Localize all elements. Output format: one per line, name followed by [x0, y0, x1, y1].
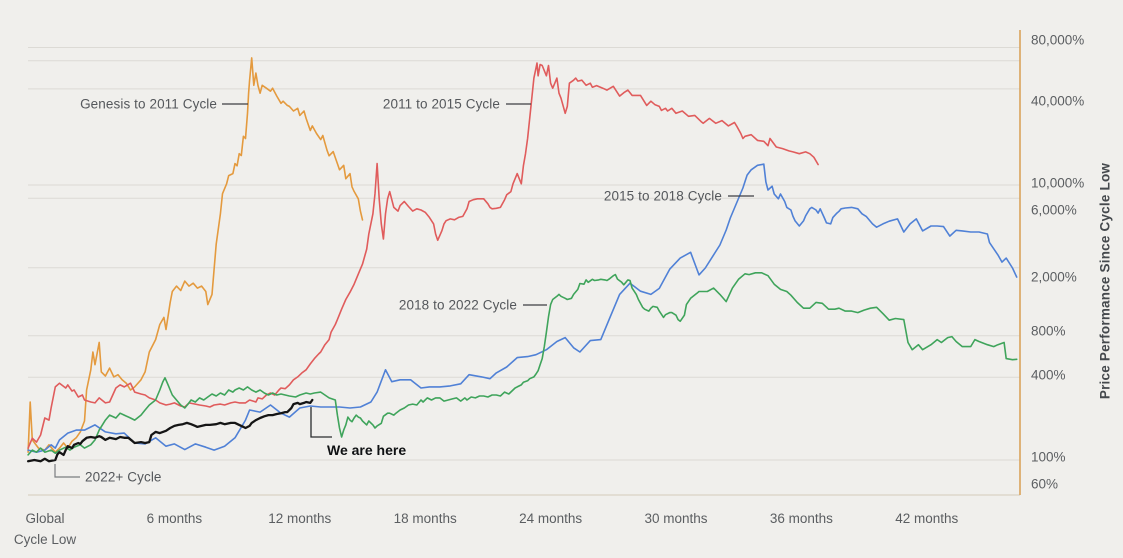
- series-line-2015-to-2018-cycle: [27, 163, 1018, 454]
- y-tick-label: 6,000%: [1031, 202, 1077, 218]
- series-label-2018-2022: 2018 to 2022 Cycle: [398, 297, 517, 313]
- series-label-2022-plus: 2022+ Cycle: [85, 469, 162, 485]
- x-tick-label: 18 months: [393, 511, 457, 526]
- y-tick-label: 800%: [1031, 323, 1066, 339]
- y-tick-label: 400%: [1031, 367, 1066, 383]
- series-line-2018-to-2022-cycle: [27, 271, 1018, 456]
- series-label-2015-2018: 2015 to 2018 Cycle: [603, 188, 722, 204]
- gridlines: [28, 47, 1020, 461]
- y-axis-title: Price Performance Since Cycle Low: [1097, 162, 1113, 400]
- series-label-genesis-2011: Genesis to 2011 Cycle: [80, 96, 217, 112]
- y-tick-label: 100%: [1031, 449, 1066, 465]
- y-tick-label: 40,000%: [1031, 93, 1085, 109]
- series-label-2011-2015: 2011 to 2015 Cycle: [382, 96, 500, 112]
- y-tick-label: 2,000%: [1031, 269, 1077, 285]
- series-line-2011-to-2015-cycle: [27, 62, 819, 449]
- we-are-here-annotation: We are here: [327, 442, 407, 458]
- x-tick-label: 36 months: [769, 511, 833, 526]
- x-tick-label: 30 months: [644, 511, 708, 526]
- we-are-here-connector: [310, 407, 332, 438]
- y-tick-label: 10,000%: [1031, 175, 1085, 191]
- x-tick-label: Global Cycle Low: [13, 511, 77, 547]
- c2022-label-connector: [54, 464, 80, 478]
- series-lines: [26, 57, 1018, 463]
- x-tick-label: 12 months: [268, 511, 332, 526]
- x-tick-label: 6 months: [146, 511, 203, 526]
- series-line-2022-cycle: [26, 398, 314, 463]
- x-tick-label: 42 months: [895, 511, 959, 526]
- y-tick-label: 80,000%: [1031, 32, 1085, 48]
- x-tick-label: 24 months: [519, 511, 583, 526]
- y-tick-label: 60%: [1031, 476, 1059, 492]
- series-line-genesis-to-2011-cycle: [27, 57, 364, 454]
